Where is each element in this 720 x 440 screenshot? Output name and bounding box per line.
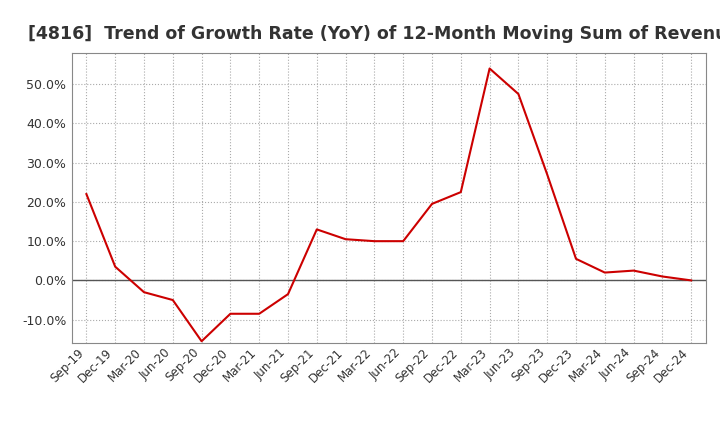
Title: [4816]  Trend of Growth Rate (YoY) of 12-Month Moving Sum of Revenues: [4816] Trend of Growth Rate (YoY) of 12-… bbox=[28, 25, 720, 43]
